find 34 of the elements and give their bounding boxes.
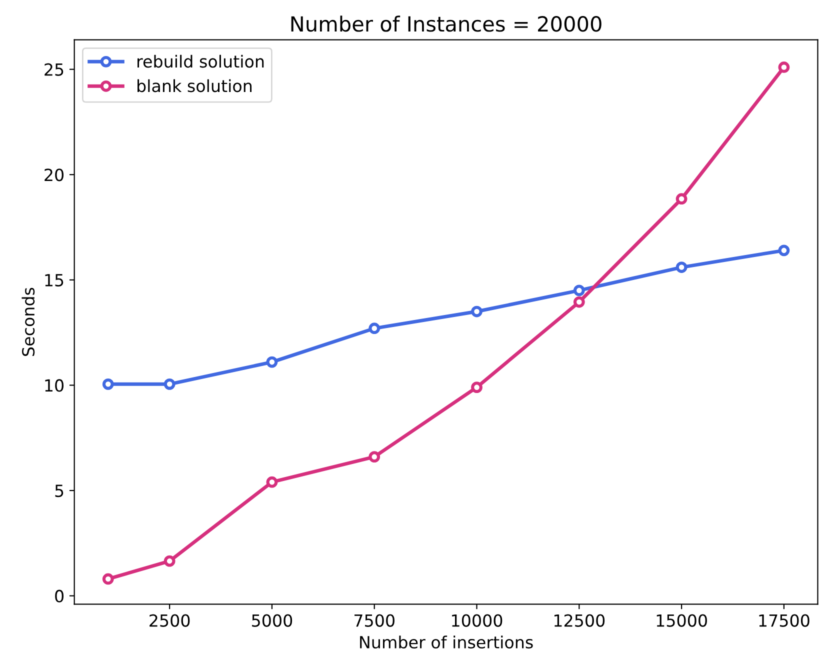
- legend-label: blank solution: [138, 79, 252, 92]
- y-tick-label: 25: [44, 63, 64, 76]
- point: [266, 356, 278, 368]
- point: [573, 296, 585, 308]
- y-axis-title: Seconds: [22, 288, 35, 356]
- point: [164, 378, 176, 390]
- y-tick-label: 20: [44, 168, 64, 182]
- y-tick-label: 15: [45, 274, 64, 286]
- point: [676, 262, 688, 273]
- point: [778, 62, 790, 73]
- legend-label: rebuild solution: [138, 54, 264, 68]
- y-tick-label: 5: [55, 484, 64, 498]
- x-tick-label: 12500: [554, 614, 605, 627]
- point: [778, 244, 790, 256]
- x-tick-label: 15000: [656, 614, 707, 627]
- y-tick-label: 0: [55, 590, 64, 602]
- point: [368, 451, 380, 463]
- point: [573, 284, 585, 296]
- x-tick-label: 5000: [252, 614, 292, 627]
- point: [102, 573, 114, 585]
- point: [164, 555, 176, 567]
- chart-title: Number of Instances = 20000: [291, 16, 602, 32]
- x-tick-label: 7500: [354, 614, 394, 627]
- point: [471, 382, 482, 394]
- point: [471, 306, 482, 318]
- point: [102, 378, 114, 390]
- x-tick-label: 2500: [150, 614, 190, 627]
- point: [368, 322, 380, 334]
- y-tick-label: 10: [45, 379, 64, 392]
- point: [266, 476, 278, 488]
- x-axis-title: Number of insertions: [360, 636, 533, 649]
- point: [676, 193, 688, 205]
- x-tick-label: 10000: [452, 614, 502, 627]
- x-tick-label: 17500: [759, 614, 810, 627]
